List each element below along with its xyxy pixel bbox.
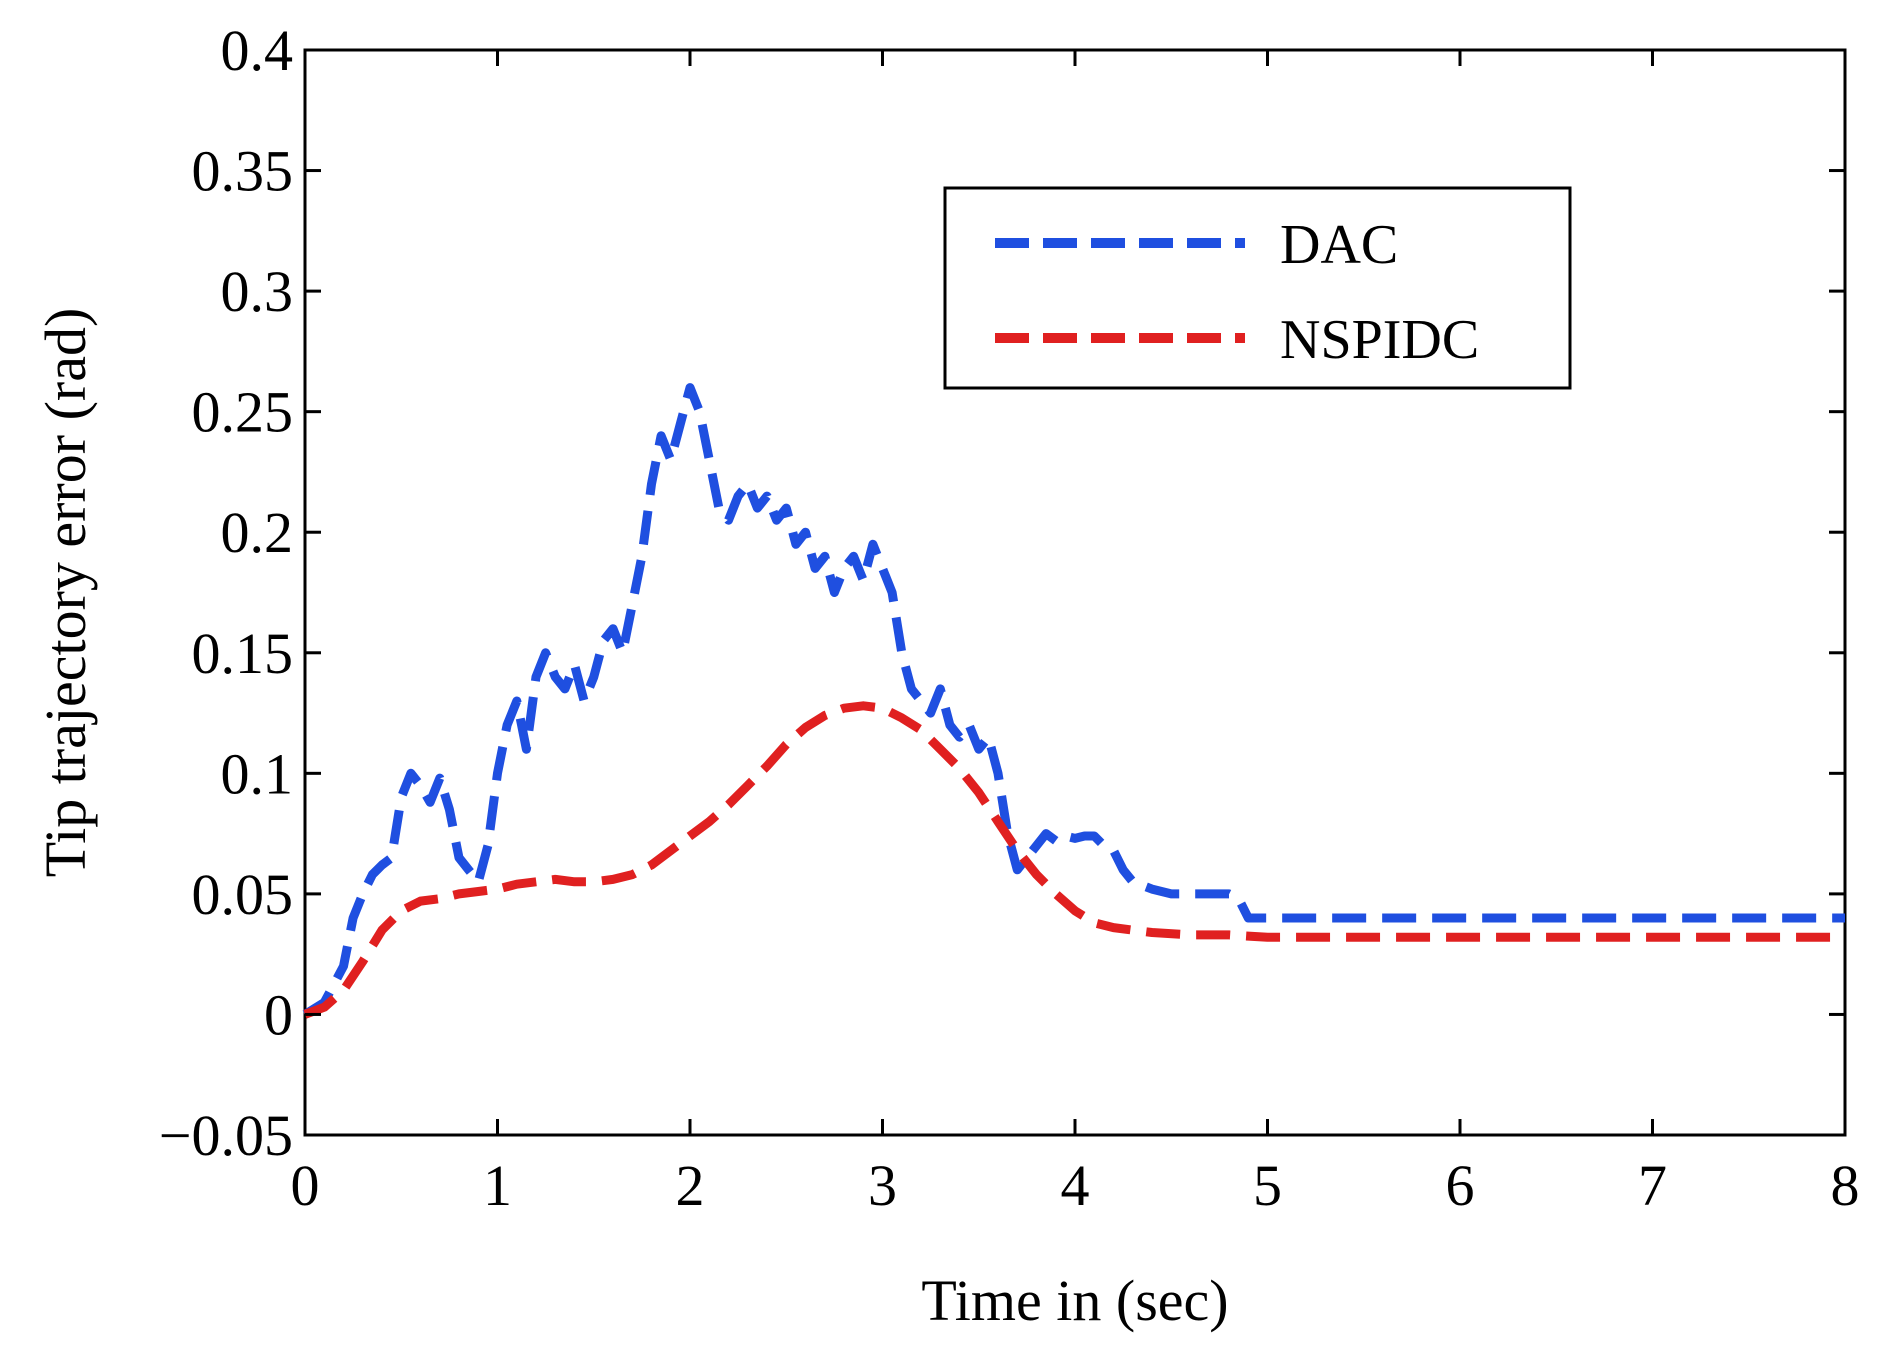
x-tick-label: 8 (1831, 1153, 1860, 1218)
x-tick-label: 6 (1446, 1153, 1475, 1218)
y-tick-label: 0.3 (221, 259, 294, 324)
x-tick-label: 4 (1061, 1153, 1090, 1218)
y-tick-label: 0 (264, 982, 293, 1047)
legend-box (943, 186, 1572, 390)
y-tick-label: 0.2 (221, 500, 294, 565)
y-tick-label: 0.1 (221, 741, 294, 806)
x-tick-label: 0 (291, 1153, 320, 1218)
y-tick-label: 0.4 (221, 18, 294, 83)
series-layer (302, 383, 1845, 1019)
y-tick-label: 0.05 (192, 862, 294, 927)
x-tick-label: 1 (483, 1153, 512, 1218)
x-tick-label: 3 (868, 1153, 897, 1218)
y-axis-title: Tip trajectory error (rad) (33, 308, 98, 878)
legend-label-nspidc: NSPIDC (1280, 309, 1479, 371)
x-axis-title: Time in (sec) (921, 1268, 1228, 1333)
x-tick-label: 5 (1253, 1153, 1282, 1218)
tick-layer: 0 1 2 3 4 5 6 7 8−0.0500.050.10.150.20.250.30.35… (159, 18, 1860, 1218)
x-tick-label: 7 (1638, 1153, 1667, 1218)
y-tick-label: 0.15 (192, 621, 294, 686)
y-tick-label: −0.05 (159, 1103, 293, 1168)
legend-label-dac: DAC (1280, 214, 1398, 276)
legend: DAC NSPIDC (943, 186, 1572, 390)
y-tick-label: 0.25 (192, 380, 294, 445)
series-line-nspidc (303, 701, 1845, 1019)
series-line-dac (302, 383, 1845, 1019)
y-tick-label: 0.35 (192, 139, 294, 204)
x-tick-label: 2 (676, 1153, 705, 1218)
